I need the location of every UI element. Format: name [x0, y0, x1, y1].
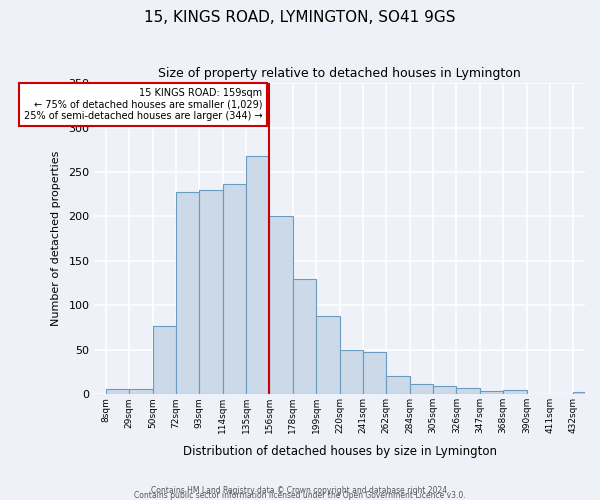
Bar	[574, 392, 596, 394]
Bar	[363, 352, 386, 394]
Bar	[176, 192, 199, 394]
Title: Size of property relative to detached houses in Lymington: Size of property relative to detached ho…	[158, 68, 521, 80]
Bar	[340, 350, 363, 394]
Text: Contains HM Land Registry data © Crown copyright and database right 2024.: Contains HM Land Registry data © Crown c…	[151, 486, 449, 495]
Bar	[152, 326, 176, 394]
Bar	[503, 390, 527, 394]
Bar	[457, 388, 480, 394]
Bar	[386, 376, 410, 394]
Text: Contains public sector information licensed under the Open Government Licence v3: Contains public sector information licen…	[134, 491, 466, 500]
Bar	[433, 386, 457, 394]
Bar	[246, 156, 269, 394]
Bar	[410, 384, 433, 394]
Bar	[223, 184, 246, 394]
Text: 15, KINGS ROAD, LYMINGTON, SO41 9GS: 15, KINGS ROAD, LYMINGTON, SO41 9GS	[144, 10, 456, 25]
Bar	[480, 390, 503, 394]
Y-axis label: Number of detached properties: Number of detached properties	[51, 151, 61, 326]
Bar	[106, 389, 129, 394]
Bar	[129, 389, 152, 394]
Bar	[316, 316, 340, 394]
X-axis label: Distribution of detached houses by size in Lymington: Distribution of detached houses by size …	[182, 444, 497, 458]
Bar	[199, 190, 223, 394]
Bar	[269, 216, 293, 394]
Text: 15 KINGS ROAD: 159sqm
← 75% of detached houses are smaller (1,029)
25% of semi-d: 15 KINGS ROAD: 159sqm ← 75% of detached …	[24, 88, 262, 120]
Bar	[293, 278, 316, 394]
